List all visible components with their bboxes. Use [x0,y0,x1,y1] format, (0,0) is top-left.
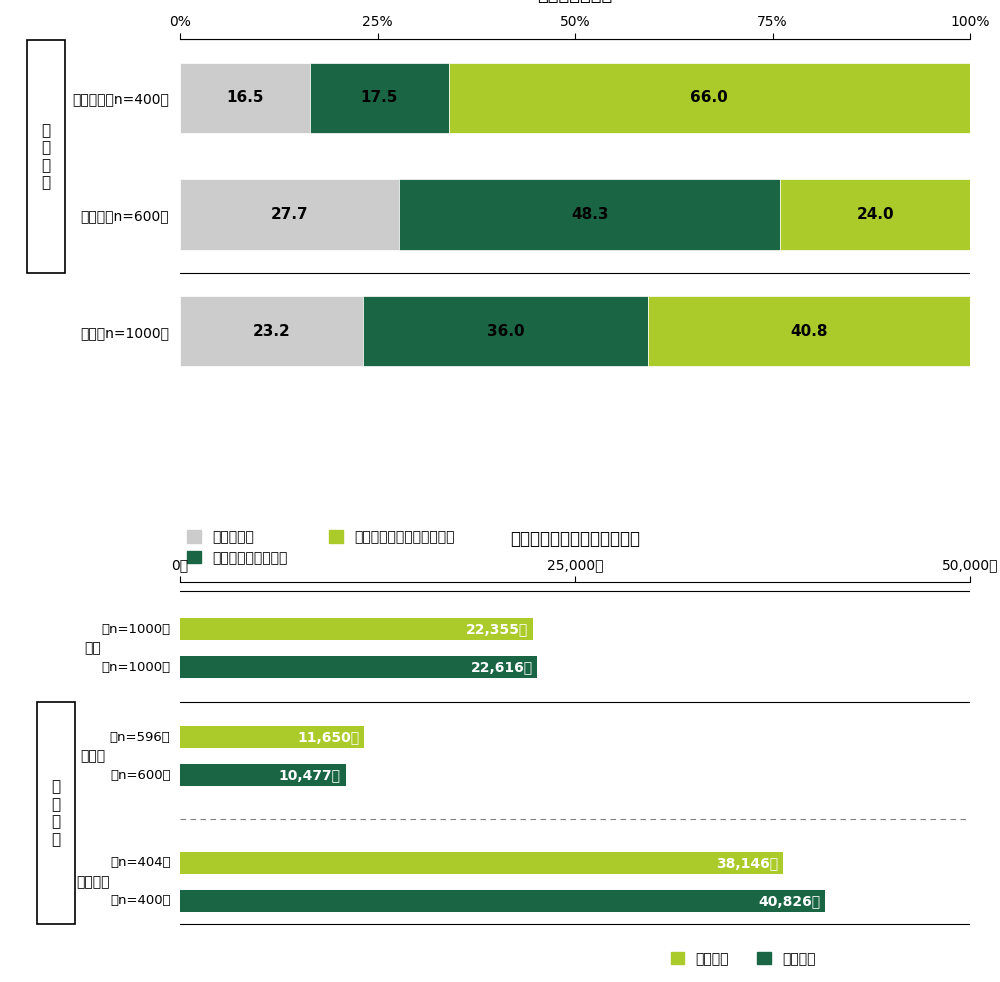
Text: 「n=1000」: 「n=1000」 [101,661,171,674]
Text: 40,826円: 40,826円 [758,894,820,907]
Text: 22,616円: 22,616円 [470,660,533,675]
Text: 「n=1000」: 「n=1000」 [101,623,171,635]
Text: 「n=596」: 「n=596」 [110,731,171,743]
Text: 全体: 全体 [85,641,101,655]
Bar [180,618,533,640]
Legend: 収入はない, 収入はお小遣いのみ, お小遣い以外の収入がある: 収入はない, 収入はお小遣いのみ, お小遣い以外の収入がある [187,530,454,565]
Text: 36.0: 36.0 [487,324,524,339]
Text: 10,477円: 10,477円 [279,768,341,783]
Bar [363,297,648,366]
Text: 11,650円: 11,650円 [297,731,359,744]
Text: 24.0: 24.0 [856,207,894,222]
Text: 23.2: 23.2 [253,324,291,339]
Bar [180,63,310,133]
Bar [449,63,970,133]
Bar [180,180,399,249]
Bar [180,851,783,874]
Bar [180,297,363,366]
Title: 現在の収入状況: 現在の収入状況 [537,0,613,4]
Text: 22,355円: 22,355円 [466,623,528,636]
Text: 「n=400」: 「n=400」 [110,895,171,907]
Text: 17.5: 17.5 [361,90,398,105]
Text: 学
生
区
分: 学 生 区 分 [51,780,61,846]
Text: 40.8: 40.8 [790,324,828,339]
Bar [310,63,449,133]
Text: 「n=404」: 「n=404」 [110,856,171,869]
Bar [180,656,537,679]
Bar [648,297,970,366]
Text: 66.0: 66.0 [690,90,728,105]
Text: 38,146円: 38,146円 [716,855,778,870]
Text: 高校生: 高校生 [81,749,106,763]
Text: 学
生
区
分: 学 生 区 分 [41,123,51,191]
Bar [180,890,825,912]
Legend: 前回調査, 今回調査: 前回調査, 今回調査 [665,947,821,971]
Text: 27.7: 27.7 [271,207,308,222]
Text: 大学生等: 大学生等 [76,875,110,889]
Bar [180,726,364,748]
Title: ひと月あたりの収入額の平均: ひと月あたりの収入額の平均 [510,529,640,548]
Text: 16.5: 16.5 [226,90,264,105]
Bar [399,180,780,249]
Text: 48.3: 48.3 [571,207,608,222]
Bar [780,180,970,249]
Bar [180,764,346,787]
Text: 「n=600」: 「n=600」 [110,769,171,782]
